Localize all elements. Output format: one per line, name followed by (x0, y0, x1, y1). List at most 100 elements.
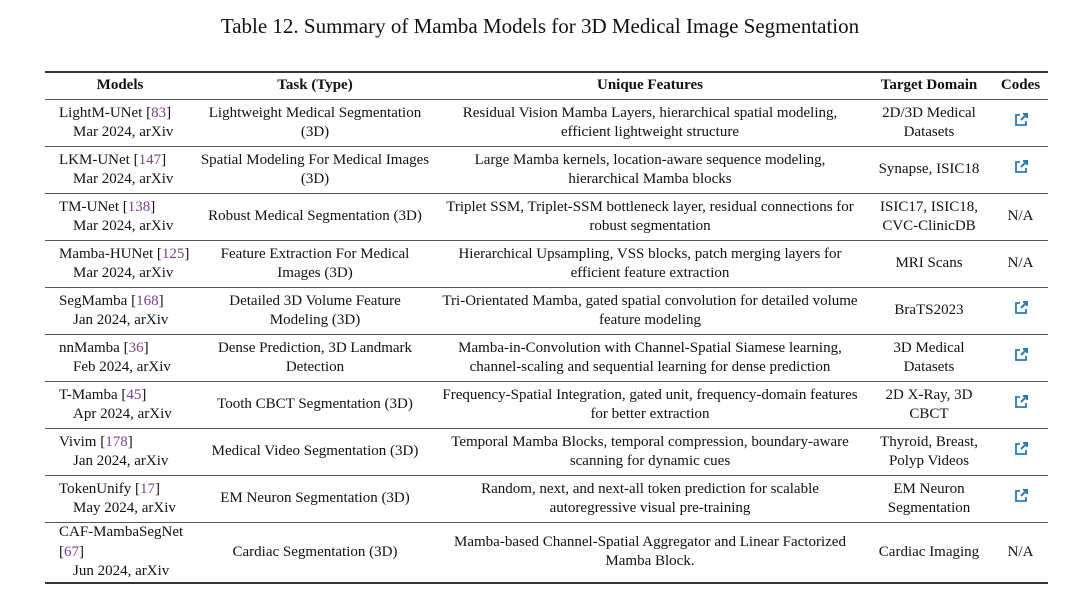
model-name: LKM-UNet (59, 151, 130, 168)
external-link-icon[interactable] (1013, 300, 1029, 316)
code-na: N/A (1007, 255, 1034, 272)
domain-cell: BraTS2023 (865, 287, 993, 335)
model-name: T-Mamba (59, 386, 118, 403)
model-name: TM-UNet (59, 198, 119, 215)
task-cell: Detailed 3D Volume Feature Modeling (3D) (195, 287, 435, 335)
features-cell: Large Mamba kernels, location-aware sequ… (435, 146, 865, 194)
model-date: Mar 2024, arXiv (73, 124, 174, 140)
model-date: Jun 2024, arXiv (73, 563, 170, 579)
citation-link[interactable]: 83 (151, 104, 167, 121)
domain-cell: EM Neuron Segmentation (865, 475, 993, 523)
code-na: N/A (1007, 208, 1034, 225)
domain-cell: Cardiac Imaging (865, 522, 993, 584)
table-row: nnMamba [36] Feb 2024, arXiv Dense Predic… (45, 334, 1048, 382)
external-link-icon[interactable] (1013, 112, 1029, 128)
features-cell: Mamba-in-Convolution with Channel-Spatia… (435, 334, 865, 382)
task-cell: Cardiac Segmentation (3D) (195, 522, 435, 584)
model-cell: nnMamba [36] Feb 2024, arXiv (45, 334, 195, 382)
model-name: LightM-UNet (59, 104, 143, 121)
model-date: Jan 2024, arXiv (73, 453, 169, 469)
domain-cell: 3D Medical Datasets (865, 334, 993, 382)
model-name: nnMamba (59, 339, 120, 356)
features-cell: Hierarchical Upsampling, VSS blocks, pat… (435, 240, 865, 288)
task-cell: Lightweight Medical Segmentation (3D) (195, 99, 435, 147)
model-date: Mar 2024, arXiv (73, 265, 174, 281)
model-date: Feb 2024, arXiv (73, 359, 171, 375)
model-cell: LKM-UNet [147] Mar 2024, arXiv (45, 146, 195, 194)
codes-cell (993, 428, 1048, 476)
domain-cell: Synapse, ISIC18 (865, 146, 993, 194)
task-cell: EM Neuron Segmentation (3D) (195, 475, 435, 523)
citation-link[interactable]: 17 (140, 480, 156, 497)
external-link-icon[interactable] (1013, 441, 1029, 457)
model-cell: CAF-MambaSegNet [67] Jun 2024, arXiv (45, 522, 195, 584)
citation-link[interactable]: 45 (126, 386, 142, 403)
features-cell: Mamba-based Channel-Spatial Aggregator a… (435, 522, 865, 584)
col-header-task: Task (Type) (277, 77, 353, 94)
external-link-icon[interactable] (1013, 394, 1029, 410)
model-name: Vivim (59, 433, 97, 450)
domain-cell: 2D/3D Medical Datasets (865, 99, 993, 147)
table-row: LightM-UNet [83] Mar 2024, arXiv Lightwei… (45, 99, 1048, 147)
domain-cell: 2D X-Ray, 3D CBCT (865, 381, 993, 429)
table-row: T-Mamba [45] Apr 2024, arXiv Tooth CBCT S… (45, 381, 1048, 429)
task-cell: Feature Extraction For Medical Images (3… (195, 240, 435, 288)
features-cell: Random, next, and next-all token predict… (435, 475, 865, 523)
codes-cell (993, 99, 1048, 147)
col-header-features: Unique Features (597, 77, 703, 94)
codes-cell (993, 334, 1048, 382)
codes-cell: N/A (993, 522, 1048, 584)
task-cell: Dense Prediction, 3D Landmark Detection (195, 334, 435, 382)
external-link-icon[interactable] (1013, 347, 1029, 363)
table-row: LKM-UNet [147] Mar 2024, arXiv Spatial Mo… (45, 146, 1048, 194)
model-date: Mar 2024, arXiv (73, 218, 174, 234)
code-na: N/A (1007, 543, 1034, 560)
external-link-icon[interactable] (1013, 159, 1029, 175)
model-date: Apr 2024, arXiv (73, 406, 172, 422)
task-cell: Medical Video Segmentation (3D) (195, 428, 435, 476)
citation-link[interactable]: 67 (64, 543, 79, 560)
model-cell: TM-UNet [138] Mar 2024, arXiv (45, 193, 195, 241)
mamba-models-table: Models Task (Type) Unique Features Targe… (45, 71, 1048, 584)
table-row: Vivim [178] Jan 2024, arXiv Medical Video… (45, 428, 1048, 476)
table-row: TokenUnify [17] May 2024, arXiv EM Neuron… (45, 475, 1048, 523)
model-cell: LightM-UNet [83] Mar 2024, arXiv (45, 99, 195, 147)
model-name: SegMamba (59, 292, 128, 309)
table-row: CAF-MambaSegNet [67] Jun 2024, arXiv Card… (45, 522, 1048, 584)
task-cell: Robust Medical Segmentation (3D) (195, 193, 435, 241)
model-date: Mar 2024, arXiv (73, 171, 174, 187)
features-cell: Residual Vision Mamba Layers, hierarchic… (435, 99, 865, 147)
task-cell: Tooth CBCT Segmentation (3D) (195, 381, 435, 429)
table-row: TM-UNet [138] Mar 2024, arXiv Robust Medi… (45, 193, 1048, 241)
codes-cell: N/A (993, 240, 1048, 288)
features-cell: Tri-Orientated Mamba, gated spatial conv… (435, 287, 865, 335)
table-caption: Table 12. Summary of Mamba Models for 3D… (220, 14, 860, 38)
external-link-icon[interactable] (1013, 488, 1029, 504)
model-cell: Vivim [178] Jan 2024, arXiv (45, 428, 195, 476)
features-cell: Temporal Mamba Blocks, temporal compress… (435, 428, 865, 476)
domain-cell: Thyroid, Breast, Polyp Videos (865, 428, 993, 476)
citation-link[interactable]: 168 (136, 292, 159, 309)
header-row: Models Task (Type) Unique Features Targe… (45, 72, 1048, 100)
citation-link[interactable]: 125 (161, 245, 185, 262)
model-cell: T-Mamba [45] Apr 2024, arXiv (45, 381, 195, 429)
task-cell: Spatial Modeling For Medical Images (3D) (195, 146, 435, 194)
citation-link[interactable]: 147 (138, 151, 162, 168)
model-name: Mamba-HUNet (59, 245, 154, 262)
col-header-models: Models (96, 77, 144, 94)
model-name: CAF-MambaSegNet (59, 524, 184, 540)
citation-link[interactable]: 138 (127, 198, 151, 215)
codes-cell (993, 146, 1048, 194)
citation-link[interactable]: 36 (128, 339, 144, 356)
model-cell: Mamba-HUNet [125] Mar 2024, arXiv (45, 240, 195, 288)
codes-cell: N/A (993, 193, 1048, 241)
domain-cell: MRI Scans (865, 240, 993, 288)
table-row: SegMamba [168] Jan 2024, arXiv Detailed 3… (45, 287, 1048, 335)
model-name: TokenUnify (59, 480, 132, 497)
citation-link[interactable]: 178 (105, 433, 128, 450)
col-header-domain: Target Domain (880, 77, 978, 94)
domain-cell: ISIC17, ISIC18, CVC-ClinicDB (865, 193, 993, 241)
model-date: May 2024, arXiv (73, 500, 176, 516)
model-cell: SegMamba [168] Jan 2024, arXiv (45, 287, 195, 335)
features-cell: Frequency-Spatial Integration, gated uni… (435, 381, 865, 429)
